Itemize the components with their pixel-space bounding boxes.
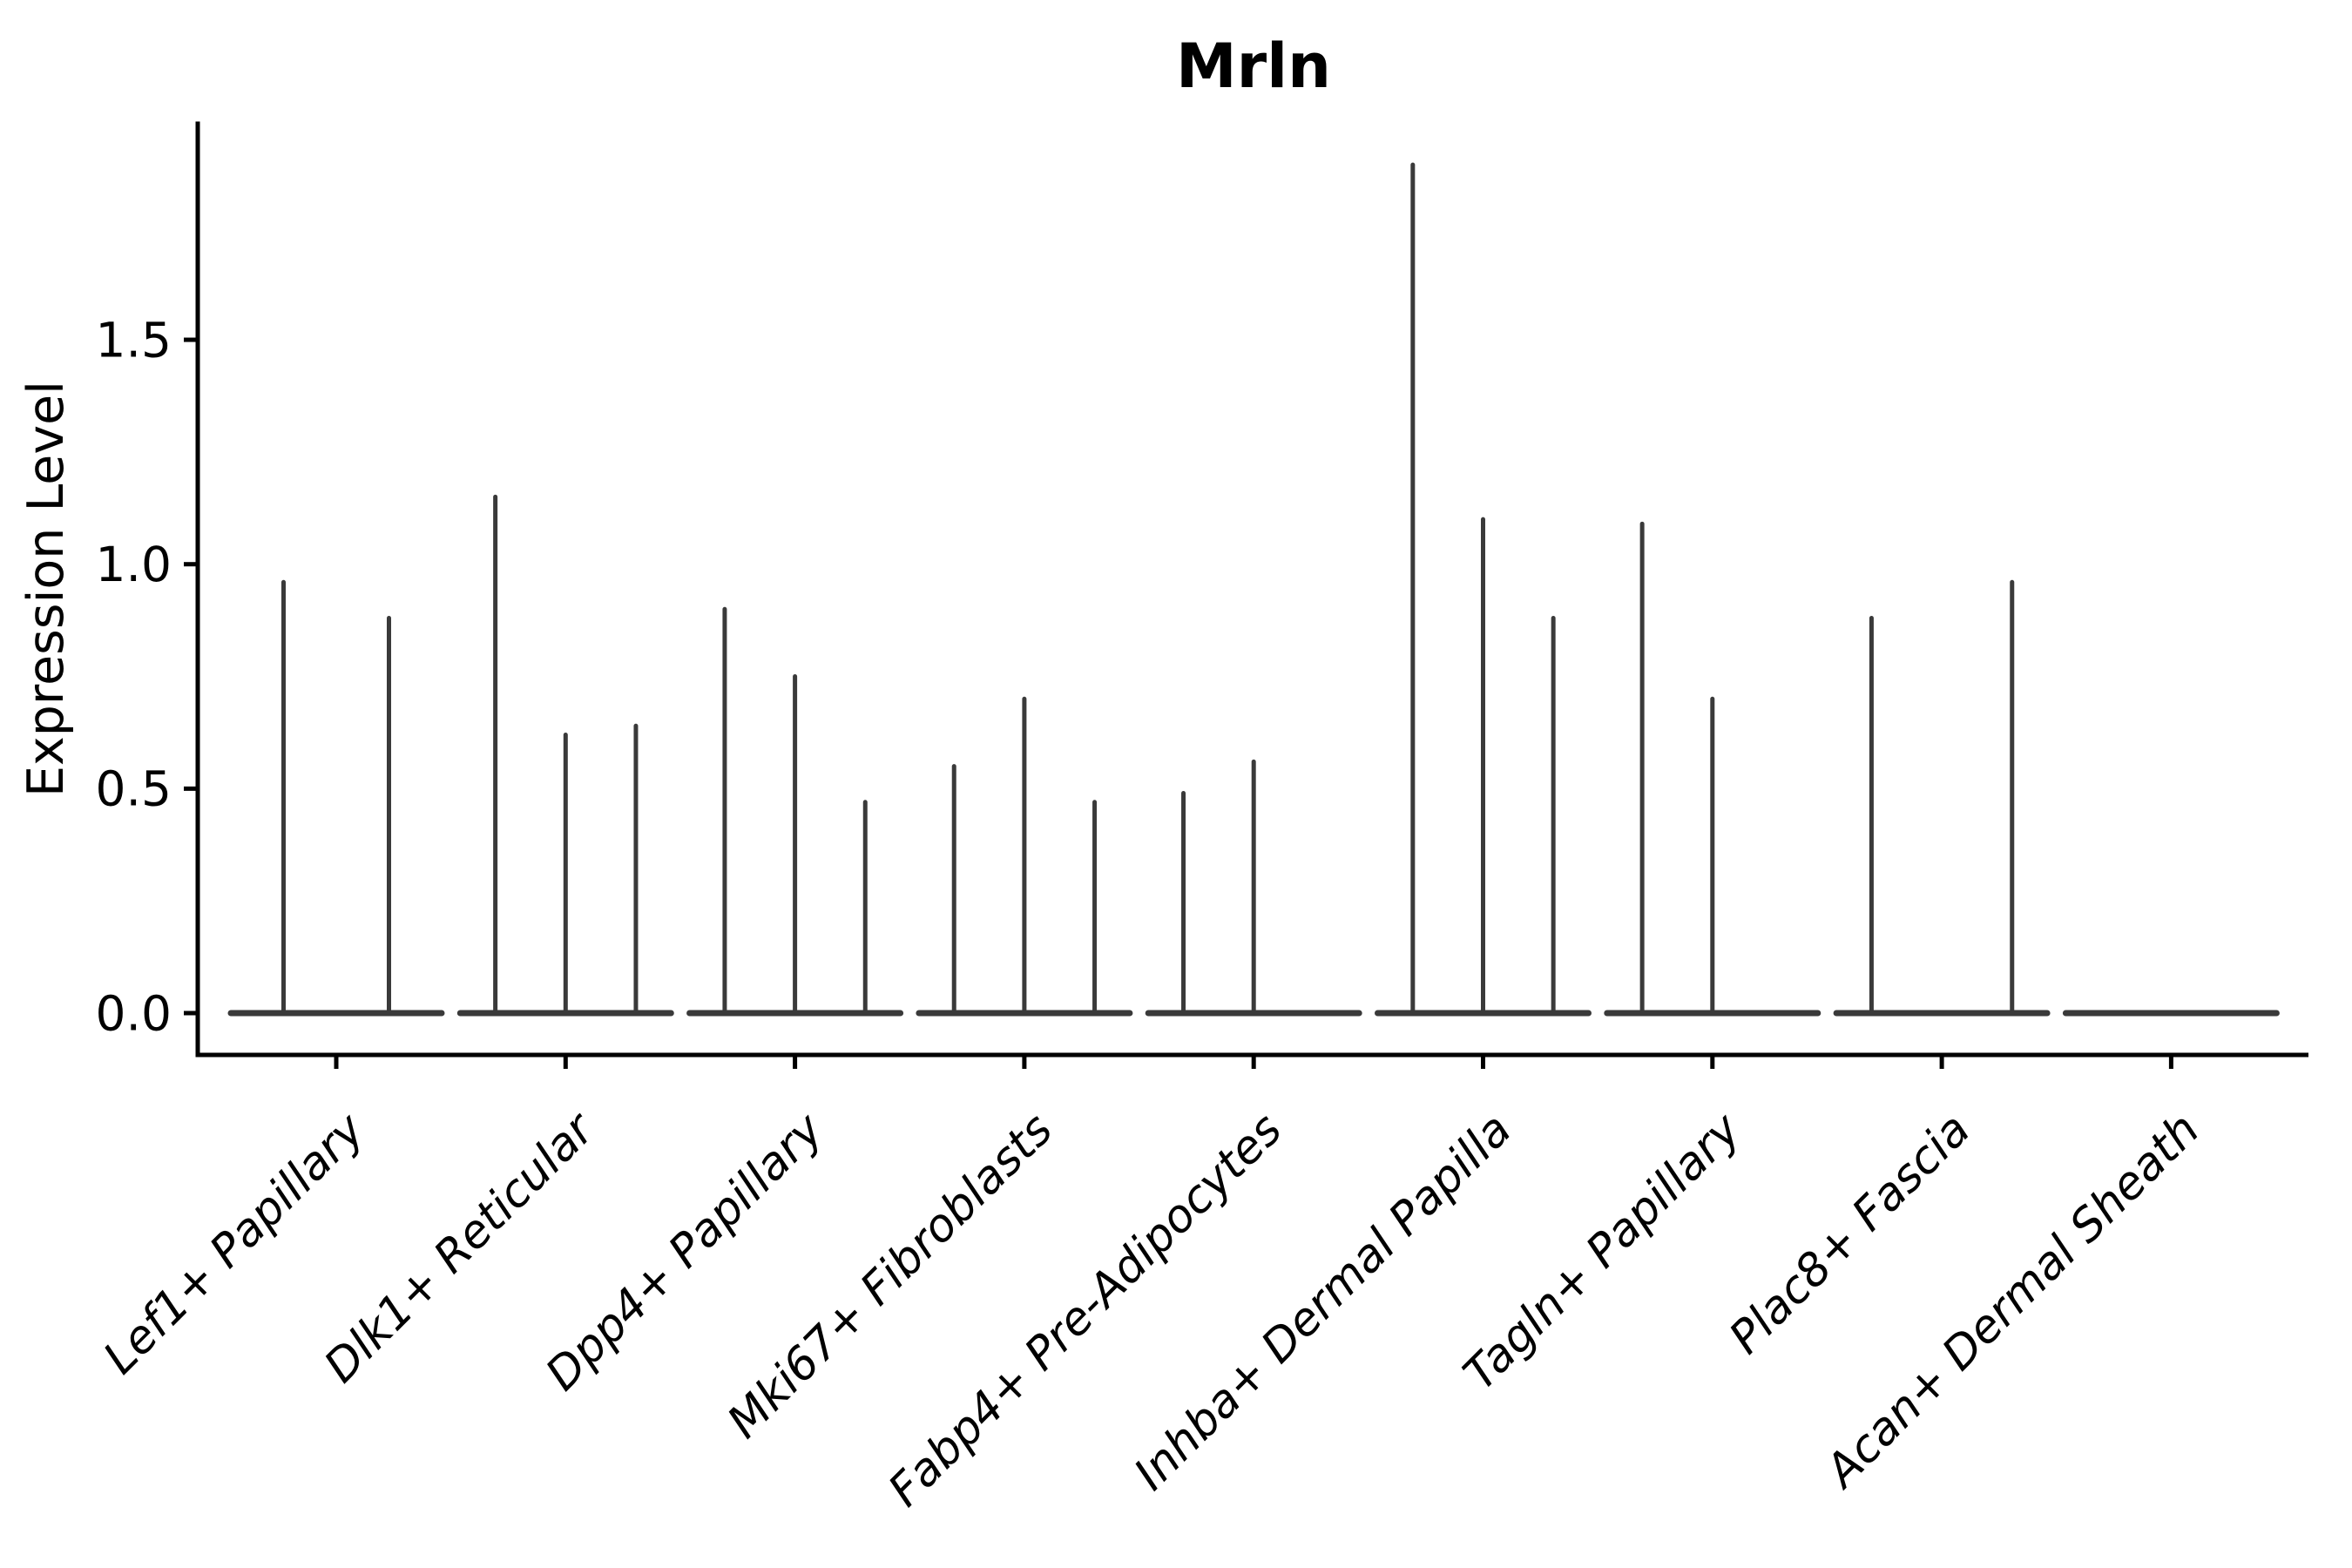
violins-layer <box>227 162 2280 1017</box>
violin-group <box>916 696 1133 1017</box>
chart-title: Mrln <box>1176 30 1331 102</box>
violin-group <box>227 579 445 1017</box>
violin-group <box>456 494 674 1017</box>
axis-spines <box>195 121 2308 1058</box>
x-tick-label: Inhba+ Dermal Papilla <box>1125 1104 1522 1501</box>
x-tick-label: Acan+ Dermal Sheath <box>1815 1104 2210 1499</box>
violin-group <box>1833 579 2051 1017</box>
violin-group <box>1145 759 1362 1017</box>
y-axis-label: Expression Level <box>17 381 75 797</box>
y-tick-label: 1.0 <box>96 537 172 592</box>
violin-group <box>1604 521 1821 1017</box>
violin-group <box>1375 162 1592 1017</box>
violin-group <box>686 606 904 1017</box>
y-tick-label: 1.5 <box>96 312 172 368</box>
y-tick-label: 0.0 <box>96 985 172 1041</box>
y-axis-ticks: 0.0 0.5 1.0 1.5 <box>96 312 198 1041</box>
x-tick-label: Plac8+ Fascia <box>1720 1104 1980 1364</box>
y-tick-label: 0.5 <box>96 761 172 817</box>
x-tick-label: Fabp4+ Pre-Adipocytes <box>879 1104 1293 1517</box>
